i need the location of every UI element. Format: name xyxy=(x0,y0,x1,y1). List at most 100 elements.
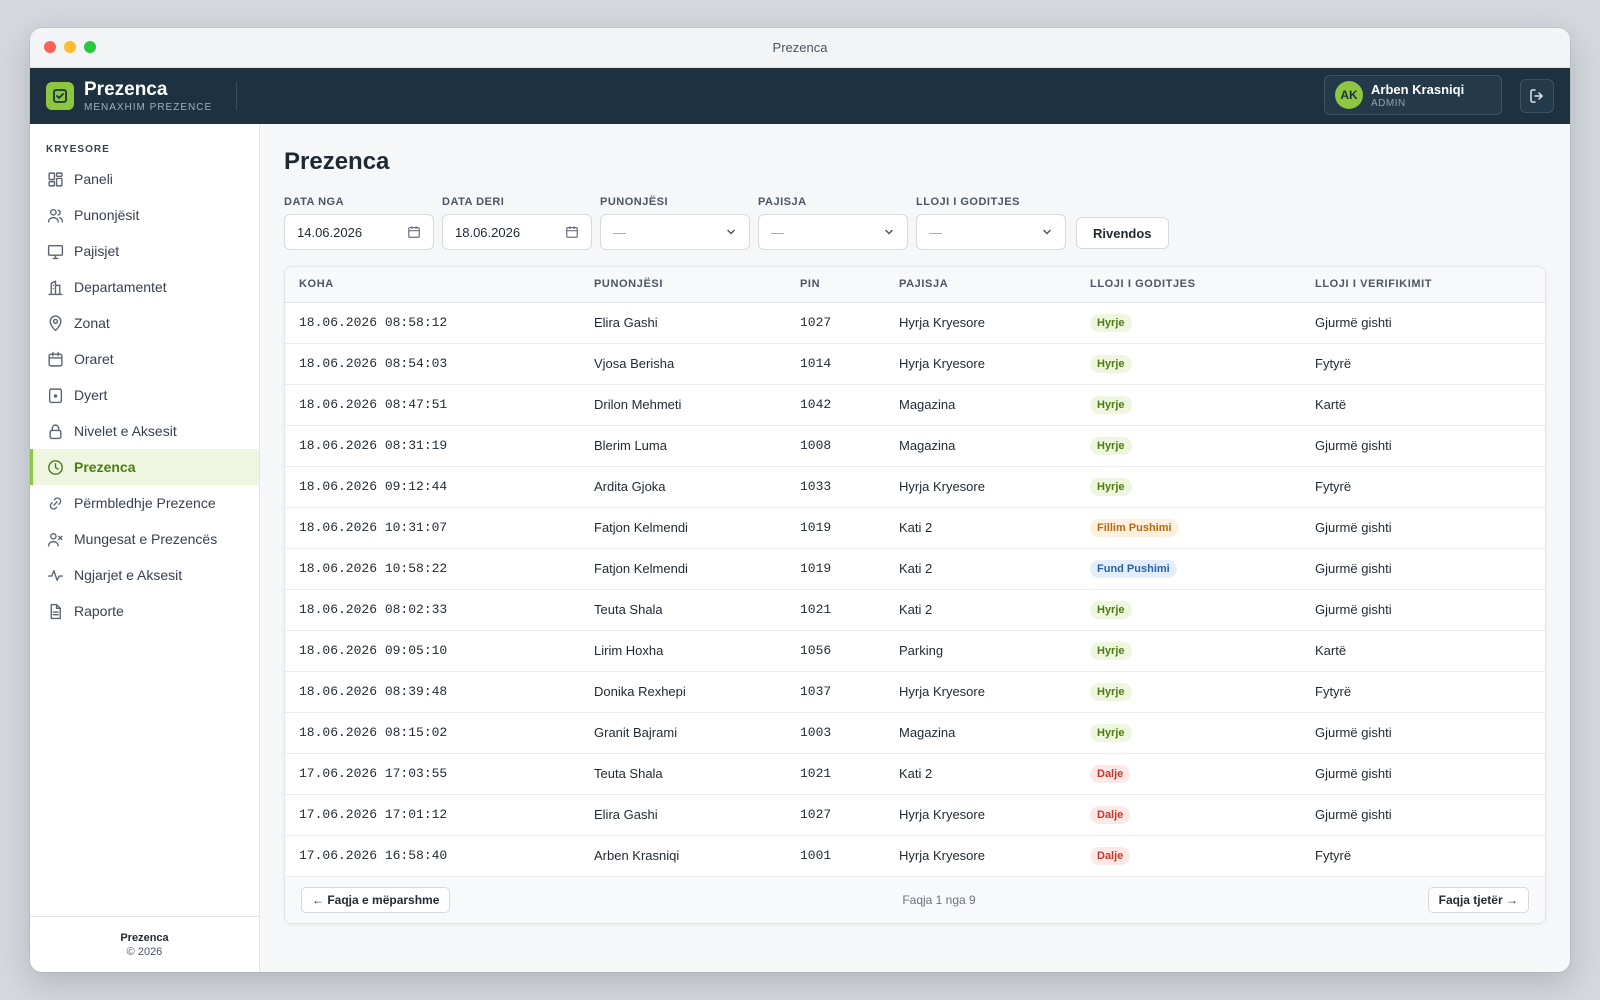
cell-punch-type: Hyrje xyxy=(1076,302,1301,344)
date-from-input[interactable]: 14.06.2026 xyxy=(284,214,434,250)
sidebar: KRYESORE Paneli Punonjësit Pajisjet Departa… xyxy=(30,124,260,972)
window-controls xyxy=(44,41,96,53)
user-info: Arben Krasniqi ADMIN xyxy=(1371,82,1464,109)
calendar-icon xyxy=(408,226,420,238)
cell-punch-type: Hyrje xyxy=(1076,466,1301,508)
punch-type-badge: Hyrje xyxy=(1090,436,1132,455)
sidebar-item-ngjarjet-e-aksesit[interactable]: Ngjarjet e Aksesit xyxy=(30,557,259,593)
app-window: Prezenca Prezenca MENAXHIM PREZENCE AK A… xyxy=(30,28,1570,972)
next-page-button[interactable]: Faqja tjetër → xyxy=(1427,886,1529,913)
cell-employee: Fatjon Kelmendi xyxy=(580,548,786,590)
link-icon xyxy=(46,494,64,512)
table-row[interactable]: 17.06.2026 17:03:55 Teuta Shala 1021 Kati 2… xyxy=(285,753,1545,795)
cell-pin: 1003 xyxy=(786,712,885,754)
punch-type-badge: Dalje xyxy=(1090,805,1131,824)
sidebar-item-prezenca[interactable]: Prezenca xyxy=(30,449,259,485)
table-row[interactable]: 17.06.2026 17:01:12 Elira Gashi 1027 Hyrja … xyxy=(285,794,1545,836)
cell-device: Hyrja Kryesore xyxy=(885,794,1076,836)
cell-punch-type: Dalje xyxy=(1076,794,1301,836)
cell-pin: 1042 xyxy=(786,384,885,426)
sidebar-item-nivelet-e-aksesit[interactable]: Nivelet e Aksesit xyxy=(30,413,259,449)
minimize-window-button[interactable] xyxy=(64,41,76,53)
table-row[interactable]: 18.06.2026 08:54:03 Vjosa Berisha 1014 Hyrj… xyxy=(285,343,1545,385)
employee-select-value: — xyxy=(613,224,626,240)
table-body: 18.06.2026 08:58:12 Elira Gashi 1027 Hyrja … xyxy=(285,302,1545,877)
cell-employee: Ardita Gjoka xyxy=(580,466,786,508)
cell-pin: 1021 xyxy=(786,589,885,631)
cell-punch-type: Hyrje xyxy=(1076,425,1301,467)
date-to-input[interactable]: 18.06.2026 xyxy=(442,214,592,250)
user-menu[interactable]: AK Arben Krasniqi ADMIN xyxy=(1324,75,1502,115)
sidebar-item-paneli[interactable]: Paneli xyxy=(30,161,259,197)
date-to-value: 18.06.2026 xyxy=(455,224,521,240)
cell-time: 18.06.2026 08:47:51 xyxy=(285,384,580,426)
sidebar-item-permbledhje-prezence[interactable]: Përmbledhje Prezence xyxy=(30,485,259,521)
sidebar-item-raporte[interactable]: Raporte xyxy=(30,593,259,629)
calendar-icon xyxy=(566,226,578,238)
chevron-down-icon xyxy=(1043,229,1051,235)
table-row[interactable]: 18.06.2026 08:15:02 Granit Bajrami 1003 Mag… xyxy=(285,712,1545,754)
cell-pin: 1033 xyxy=(786,466,885,508)
table-row[interactable]: 18.06.2026 08:31:19 Blerim Luma 1008 Magazi… xyxy=(285,425,1545,467)
sidebar-item-pajisjet[interactable]: Pajisjet xyxy=(30,233,259,269)
cell-employee: Lirim Hoxha xyxy=(580,630,786,672)
sidebar-item-zonat[interactable]: Zonat xyxy=(30,305,259,341)
punch-type-badge: Hyrje xyxy=(1090,682,1132,701)
page-info: Faqja 1 nga 9 xyxy=(902,892,976,907)
logout-icon xyxy=(1530,89,1543,103)
sidebar-item-label: Dyert xyxy=(74,387,108,403)
sidebar-item-departamentet[interactable]: Departamentet xyxy=(30,269,259,305)
prev-page-button[interactable]: ← Faqja e mëparshme xyxy=(301,886,451,913)
table-row[interactable]: 18.06.2026 09:12:44 Ardita Gjoka 1033 Hyrja… xyxy=(285,466,1545,508)
punch-type-select[interactable]: — xyxy=(916,214,1066,250)
cell-pin: 1014 xyxy=(786,343,885,385)
cell-time: 18.06.2026 08:15:02 xyxy=(285,712,580,754)
filter-date-from: DATA NGA 14.06.2026 xyxy=(284,196,434,250)
device-select-value: — xyxy=(771,224,784,240)
cell-verify-type: Gjurmë gishti xyxy=(1301,425,1545,467)
punch-type-badge: Hyrje xyxy=(1090,641,1132,660)
punch-type-badge: Fillim Pushimi xyxy=(1090,518,1179,537)
table-row[interactable]: 18.06.2026 08:02:33 Teuta Shala 1021 Kati 2… xyxy=(285,589,1545,631)
maximize-window-button[interactable] xyxy=(84,41,96,53)
employee-select[interactable]: — xyxy=(600,214,750,250)
filter-punch-type: LLOJI I GODITJES — xyxy=(916,196,1066,250)
sidebar-item-punonjesit[interactable]: Punonjësit xyxy=(30,197,259,233)
dashboard-icon xyxy=(46,170,64,188)
cell-pin: 1027 xyxy=(786,794,885,836)
footer-title: Prezenca xyxy=(120,931,169,944)
cell-employee: Arben Krasniqi xyxy=(580,835,786,877)
sidebar-item-label: Raporte xyxy=(74,603,124,619)
table-row[interactable]: 18.06.2026 09:05:10 Lirim Hoxha 1056 Parkin… xyxy=(285,630,1545,672)
reset-button[interactable]: Rivendos xyxy=(1076,217,1169,249)
column-header: PIN xyxy=(786,267,885,303)
logout-button[interactable] xyxy=(1520,79,1554,113)
table-row[interactable]: 18.06.2026 10:58:22 Fatjon Kelmendi 1019 Ka… xyxy=(285,548,1545,590)
cell-time: 18.06.2026 08:54:03 xyxy=(285,343,580,385)
device-select[interactable]: — xyxy=(758,214,908,250)
table-row[interactable]: 18.06.2026 08:47:51 Drilon Mehmeti 1042 Mag… xyxy=(285,384,1545,426)
cell-device: Magazina xyxy=(885,425,1076,467)
cell-pin: 1019 xyxy=(786,507,885,549)
filter-date-to: DATA DERI 18.06.2026 xyxy=(442,196,592,250)
chevron-down-icon xyxy=(885,229,893,235)
sidebar-item-dyert[interactable]: Dyert xyxy=(30,377,259,413)
table-row[interactable]: 18.06.2026 08:39:48 Donika Rexhepi 1037 Hyr… xyxy=(285,671,1545,713)
cell-punch-type: Fund Pushimi xyxy=(1076,548,1301,590)
date-from-label: DATA NGA xyxy=(284,196,345,208)
cell-device: Hyrja Kryesore xyxy=(885,466,1076,508)
table-row[interactable]: 17.06.2026 16:58:40 Arben Krasniqi 1001 Hyr… xyxy=(285,835,1545,877)
chevron-down-icon xyxy=(727,229,735,235)
cell-employee: Vjosa Berisha xyxy=(580,343,786,385)
sidebar-item-mungesat-e-prezences[interactable]: Mungesat e Prezencës xyxy=(30,521,259,557)
pagination: ← Faqja e mëparshme Faqja 1 nga 9 Faqja … xyxy=(285,876,1545,923)
clock-icon xyxy=(46,458,64,476)
cell-time: 18.06.2026 08:39:48 xyxy=(285,671,580,713)
table-row[interactable]: 18.06.2026 10:31:07 Fatjon Kelmendi 1019 Ka… xyxy=(285,507,1545,549)
sidebar-item-oraret[interactable]: Oraret xyxy=(30,341,259,377)
close-window-button[interactable] xyxy=(44,41,56,53)
table-row[interactable]: 18.06.2026 08:58:12 Elira Gashi 1027 Hyrja … xyxy=(285,302,1545,344)
title-bar: Prezenca xyxy=(30,28,1570,68)
lock-icon xyxy=(46,422,64,440)
cell-time: 18.06.2026 09:12:44 xyxy=(285,466,580,508)
